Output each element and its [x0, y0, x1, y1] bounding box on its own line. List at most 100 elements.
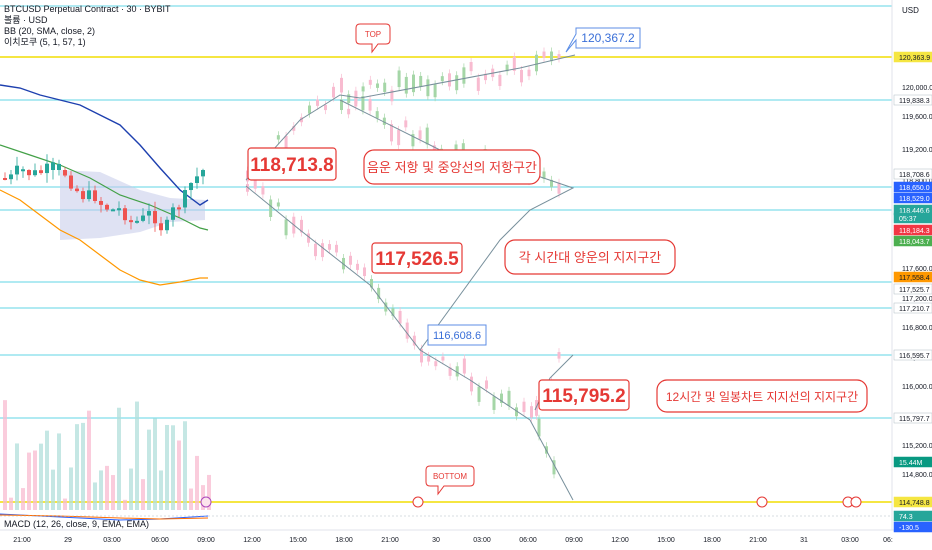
volume-bar: [207, 474, 211, 510]
callout-top-text: TOP: [365, 30, 381, 39]
time-tick-label: 12:00: [243, 537, 261, 544]
price-tag: 05:37: [893, 212, 932, 224]
volume-bars: [3, 400, 211, 510]
projection-candle: [469, 58, 473, 76]
projection-candle: [321, 239, 324, 262]
callout-bottom-text: BOTTOM: [433, 472, 467, 481]
projection-candle: [530, 402, 533, 422]
candle: [21, 166, 25, 178]
price-tag: 118,529.0: [893, 192, 932, 204]
lightning-icon[interactable]: [200, 496, 212, 508]
projection-candle: [412, 331, 416, 350]
candle: [39, 165, 43, 175]
projection-candle: [276, 131, 280, 144]
axis-currency[interactable]: USD: [902, 6, 919, 15]
projection-candle: [284, 215, 288, 240]
price-tag-text: -130.5: [899, 525, 919, 532]
event-flag-icon[interactable]: [850, 496, 862, 508]
projection-candle: [448, 69, 451, 91]
price-tag-text: 118,184.3: [899, 228, 930, 235]
label-120367-text: 120,367.2: [581, 31, 635, 45]
time-axis[interactable]: 21:00 29 03:00 06:00 09:00 12:00 15:00 18:00 21:…: [13, 537, 893, 544]
projection-candle: [535, 50, 538, 76]
path-upper: [245, 54, 576, 181]
price-tag: 118,650.0: [893, 181, 932, 193]
label-115795[interactable]: 115,795.2: [538, 379, 630, 411]
volume-bar: [15, 443, 19, 510]
callout-resistance[interactable]: 음운 저항 및 중앙선의 저항구간: [363, 149, 541, 185]
projection-candle: [307, 229, 310, 247]
legend-bb[interactable]: BB (20, SMA, close, 2): [4, 26, 96, 36]
price-tag-text: 117,210.7: [899, 306, 930, 313]
volume-bar: [117, 407, 121, 510]
price-tag-text: 115,797.7: [899, 416, 930, 423]
event-flag-icon[interactable]: [756, 496, 768, 508]
projection-candle: [384, 298, 388, 316]
time-tick-label: 21:00: [749, 537, 767, 544]
price-tag-text: 114,748.8: [899, 500, 930, 507]
event-flag-icon[interactable]: [412, 496, 424, 508]
bb-lower-line: [0, 189, 208, 286]
price-tag: 116,595.7: [893, 349, 932, 361]
candle: [105, 203, 109, 212]
price-tag: 120,363.9: [893, 51, 932, 63]
projection-candle: [520, 65, 523, 87]
time-tick-label: 03:00: [103, 537, 121, 544]
label-118713[interactable]: 118,713.8: [247, 147, 337, 181]
event-markers[interactable]: [200, 496, 862, 508]
price-tag-text: 15.44M: [899, 460, 923, 467]
price-tags: 120,363.9119,838.3118,708.6118,650.0118,…: [893, 51, 932, 533]
time-tick-label: 12:00: [611, 537, 629, 544]
projection-candle: [340, 73, 343, 97]
projection-candle: [300, 113, 303, 127]
projection-candle: [292, 122, 296, 135]
price-tag: 114,748.8: [893, 496, 932, 508]
projection-candle: [498, 70, 502, 91]
legend-title[interactable]: BTCUSD Perpetual Contract · 30 · BYBIT: [4, 4, 171, 14]
label-117526[interactable]: 117,526.5: [371, 242, 463, 274]
projection-candle: [419, 71, 423, 91]
projection-candle: [462, 354, 466, 378]
time-tick-label: 09:00: [565, 537, 583, 544]
price-tick-label: 114,800.0: [902, 472, 932, 479]
callout-support-12h[interactable]: 12시간 및 일봉차트 지지선의 지지구간: [656, 379, 868, 413]
callout-top[interactable]: TOP: [355, 23, 391, 54]
price-tag: 119,838.3: [893, 94, 932, 106]
volume-bar: [51, 469, 55, 510]
projection-candle: [276, 198, 280, 211]
candle: [165, 216, 169, 234]
label-120367[interactable]: 120,367.2: [565, 27, 641, 53]
candle: [75, 185, 79, 193]
legend-volume[interactable]: 볼륨 · USD: [4, 15, 48, 25]
time-tick-label: 18:00: [703, 537, 721, 544]
volume-bar: [99, 470, 103, 510]
projection-candle: [470, 372, 473, 396]
callout-bottom[interactable]: BOTTOM: [425, 465, 475, 496]
candle: [177, 204, 181, 218]
projection-candle: [427, 352, 431, 366]
time-tick-label: 30: [432, 537, 440, 544]
macd-signal-line: [0, 514, 209, 520]
volume-bar: [129, 468, 133, 510]
projection-candle: [314, 239, 317, 261]
legend-ichimoku[interactable]: 이치모쿠 (5, 1, 57, 1): [4, 37, 86, 47]
callout-support-each[interactable]: 각 시간대 양운의 지지구간: [504, 239, 676, 275]
candle: [195, 167, 199, 189]
volume-bar: [153, 418, 157, 510]
time-tick-label: 18:00: [335, 537, 353, 544]
candle: [159, 216, 163, 236]
projection-candle: [500, 389, 503, 407]
price-tag-text: 120,363.9: [899, 55, 930, 62]
volume-bar: [39, 443, 43, 510]
price-tag-text: 118,650.0: [899, 185, 930, 192]
projection-candle: [542, 167, 546, 183]
label-116608[interactable]: 116,608.6: [427, 324, 487, 346]
candle: [87, 181, 91, 202]
legend-macd[interactable]: MACD (12, 26, close, 9, EMA, EMA): [4, 519, 150, 529]
volume-bar: [195, 455, 199, 510]
time-tick-label: 29: [64, 537, 72, 544]
volume-bar: [45, 430, 49, 510]
price-tick-label: 116,800.0: [902, 325, 932, 332]
projection-candle: [542, 47, 546, 62]
